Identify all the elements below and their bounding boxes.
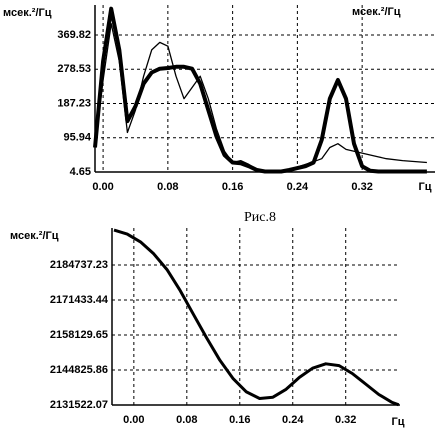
x-tick-label: 0.32 bbox=[351, 181, 372, 193]
y-tick-label: 95.94 bbox=[63, 132, 91, 144]
x-tick-label: 0.16 bbox=[222, 181, 243, 193]
x-tick-label: 0.08 bbox=[176, 414, 197, 426]
y-axis-label: мсек.²/Гц bbox=[3, 7, 52, 19]
line-series bbox=[94, 23, 427, 172]
y-tick-label: 2171433.44 bbox=[50, 294, 109, 306]
x-tick-label: 0.24 bbox=[282, 414, 304, 426]
x-tick-label: 0.16 bbox=[229, 414, 250, 426]
y-tick-label: 369.82 bbox=[57, 29, 91, 41]
line-series bbox=[93, 6, 427, 174]
x-axis-label: Гц bbox=[392, 416, 405, 428]
y-axis-label-right: мсек.²/Гц bbox=[352, 6, 401, 18]
y-tick-label: 2184737.23 bbox=[50, 259, 108, 271]
x-tick-label: 0.32 bbox=[335, 414, 356, 426]
x-axis-label: Гц bbox=[419, 181, 432, 193]
x-tick-label: 0.08 bbox=[157, 181, 178, 193]
x-tick-label: 0.00 bbox=[92, 181, 113, 193]
y-tick-label: 4.65 bbox=[70, 166, 91, 178]
y-tick-label: 2144825.86 bbox=[50, 364, 108, 376]
y-tick-label: 2158129.65 bbox=[50, 329, 108, 341]
y-axis-label: мсек.²/Гц bbox=[10, 230, 59, 242]
y-tick-label: 278.53 bbox=[57, 63, 91, 75]
y-tick-label: 2131522.07 bbox=[50, 399, 108, 411]
x-tick-label: 0.00 bbox=[123, 414, 144, 426]
caption: Рис.8 bbox=[244, 210, 276, 225]
x-tick-label: 0.24 bbox=[287, 181, 309, 193]
line-series bbox=[113, 228, 400, 407]
y-tick-label: 187.23 bbox=[57, 97, 91, 109]
